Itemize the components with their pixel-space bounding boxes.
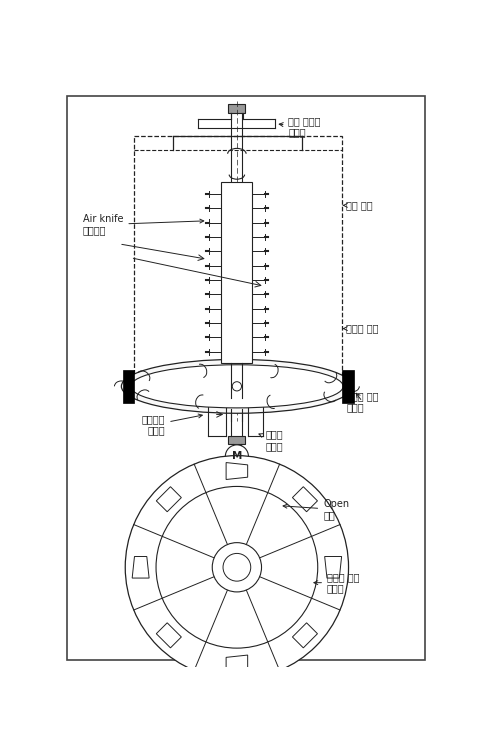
Text: Open
공간: Open 공간 (283, 499, 348, 521)
Circle shape (225, 445, 248, 468)
Ellipse shape (121, 360, 352, 413)
Circle shape (125, 455, 348, 679)
Text: 이물질 외부
배출구: 이물질 외부 배출구 (313, 572, 359, 593)
Circle shape (212, 542, 261, 592)
Circle shape (223, 554, 250, 581)
Bar (228, 437, 245, 444)
Text: 타공된 기공: 타공된 기공 (342, 324, 378, 333)
Text: 압축공기
투입구: 압축공기 투입구 (142, 414, 202, 436)
Bar (228, 104, 245, 113)
Text: M: M (231, 452, 241, 461)
Bar (134, 136, 342, 374)
Bar (342, 370, 353, 402)
Text: 이물질 충격
포집판: 이물질 충격 포집판 (346, 391, 378, 413)
Text: 청정 폐비닐
배출구: 청정 폐비닐 배출구 (279, 116, 320, 138)
Polygon shape (292, 487, 317, 512)
Polygon shape (324, 557, 341, 578)
Polygon shape (156, 623, 181, 648)
Circle shape (232, 382, 241, 391)
Polygon shape (226, 463, 247, 479)
Bar (221, 182, 252, 363)
Polygon shape (226, 655, 247, 672)
Polygon shape (132, 557, 149, 578)
Bar (123, 370, 134, 402)
Text: 회전 드럼: 회전 드럼 (342, 201, 372, 210)
Polygon shape (292, 623, 317, 648)
Ellipse shape (131, 365, 342, 408)
Text: Air knife
（노즐）: Air knife （노즐） (83, 213, 204, 235)
Text: 폐비닐
투입구: 폐비닐 투입구 (258, 429, 282, 451)
Polygon shape (156, 487, 181, 512)
